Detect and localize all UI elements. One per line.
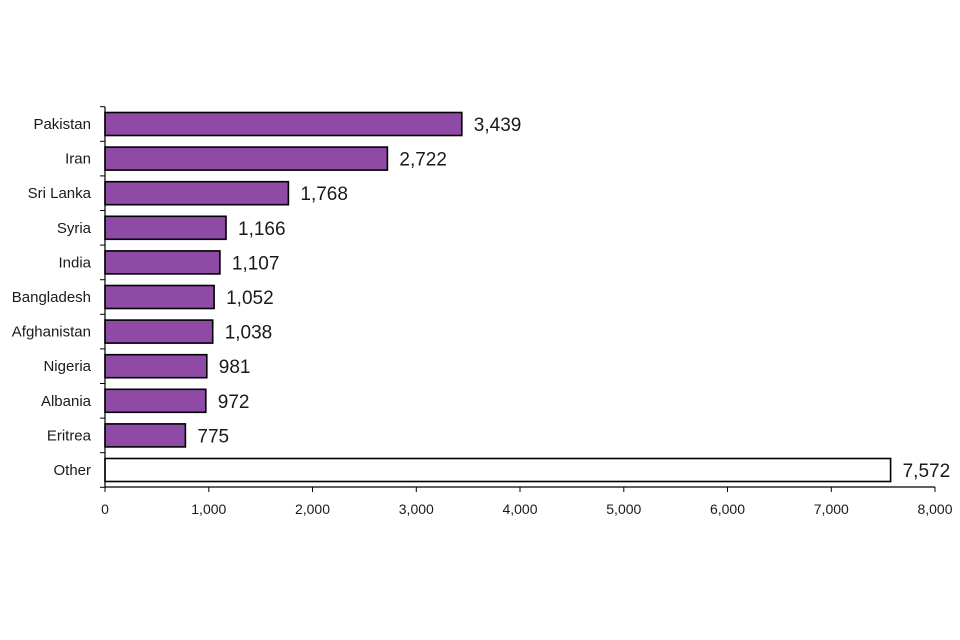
x-tick-label-7000: 7,000 — [814, 501, 849, 517]
category-label-nigeria: Nigeria — [43, 358, 91, 375]
bar-bangladesh — [104, 284, 215, 310]
bar-sri-lanka — [104, 180, 290, 206]
bar-iran — [104, 146, 389, 171]
x-tick-label-1000: 1,000 — [191, 501, 226, 517]
bar-afghanistan — [104, 319, 214, 344]
category-label-pakistan: Pakistan — [33, 116, 91, 133]
value-label-syria: 1,166 — [238, 219, 286, 240]
bar-nigeria — [104, 353, 208, 379]
value-label-afghanistan: 1,038 — [225, 323, 273, 344]
bar-india — [104, 250, 221, 275]
bar-pakistan — [104, 111, 463, 137]
category-label-eritrea: Eritrea — [47, 427, 92, 444]
value-label-india: 1,107 — [232, 253, 280, 274]
category-label-sri-lanka: Sri Lanka — [28, 185, 92, 202]
category-label-india: India — [58, 254, 91, 271]
value-label-iran: 2,722 — [399, 150, 447, 171]
value-label-pakistan: 3,439 — [474, 115, 522, 136]
x-tick-label-4000: 4,000 — [502, 501, 537, 517]
category-label-afghanistan: Afghanistan — [12, 324, 91, 341]
value-labels-group: 3,439 2,722 1,768 1,166 1,107 1,052 1,038 981 97… — [197, 115, 950, 482]
x-tick-label-2000: 2,000 — [295, 501, 330, 517]
category-label-bangladesh: Bangladesh — [12, 289, 91, 306]
value-label-other: 7,572 — [903, 461, 951, 482]
x-tick-label-0: 0 — [101, 501, 109, 517]
x-tick-label-3000: 3,000 — [399, 501, 434, 517]
category-label-syria: Syria — [57, 220, 92, 237]
bar-albania — [104, 388, 207, 414]
x-tick-label-8000: 8,000 — [917, 501, 952, 517]
value-label-eritrea: 775 — [197, 426, 229, 447]
category-label-albania: Albania — [41, 393, 92, 410]
bar-eritrea — [104, 423, 187, 448]
category-labels-group: Pakistan Iran Sri Lanka Syria India Banglades… — [12, 116, 92, 479]
category-label-iran: Iran — [65, 151, 91, 168]
value-label-nigeria: 981 — [219, 357, 251, 378]
bar-other — [104, 457, 892, 483]
x-tick-label-5000: 5,000 — [606, 501, 641, 517]
bar-syria — [104, 215, 227, 241]
axes-group: 0 1,000 2,000 3,000 4,000 5,000 6,000 7,000 8,00… — [100, 106, 953, 517]
value-label-bangladesh: 1,052 — [226, 288, 274, 309]
category-label-other: Other — [53, 462, 91, 479]
value-label-sri-lanka: 1,768 — [300, 184, 348, 205]
value-label-albania: 972 — [218, 392, 250, 413]
x-tick-label-6000: 6,000 — [710, 501, 745, 517]
